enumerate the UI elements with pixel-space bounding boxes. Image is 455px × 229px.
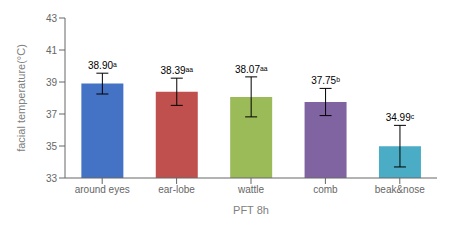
svg-text:38.39ᵃᵃ: 38.39ᵃᵃ — [161, 65, 194, 76]
svg-text:37: 37 — [46, 109, 58, 120]
svg-text:37.75ᵇ: 37.75ᵇ — [311, 75, 340, 86]
svg-text:34.99ᶜ: 34.99ᶜ — [386, 112, 415, 123]
svg-text:41: 41 — [46, 45, 58, 56]
svg-text:around eyes: around eyes — [75, 184, 130, 195]
svg-text:wattle: wattle — [237, 184, 265, 195]
svg-text:beak&nose: beak&nose — [375, 184, 425, 195]
svg-text:33: 33 — [46, 173, 58, 184]
svg-text:39: 39 — [46, 77, 58, 88]
svg-text:43: 43 — [46, 13, 58, 24]
svg-text:35: 35 — [46, 141, 58, 152]
svg-text:ear-lobe: ear-lobe — [158, 184, 195, 195]
svg-text:facial temperature(°C): facial temperature(°C) — [15, 44, 27, 152]
svg-text:38.90ᵃ: 38.90ᵃ — [88, 60, 117, 71]
svg-text:PFT 8h: PFT 8h — [233, 204, 269, 216]
svg-text:38.07ᵃᵃ: 38.07ᵃᵃ — [235, 64, 268, 75]
svg-text:comb: comb — [313, 184, 338, 195]
